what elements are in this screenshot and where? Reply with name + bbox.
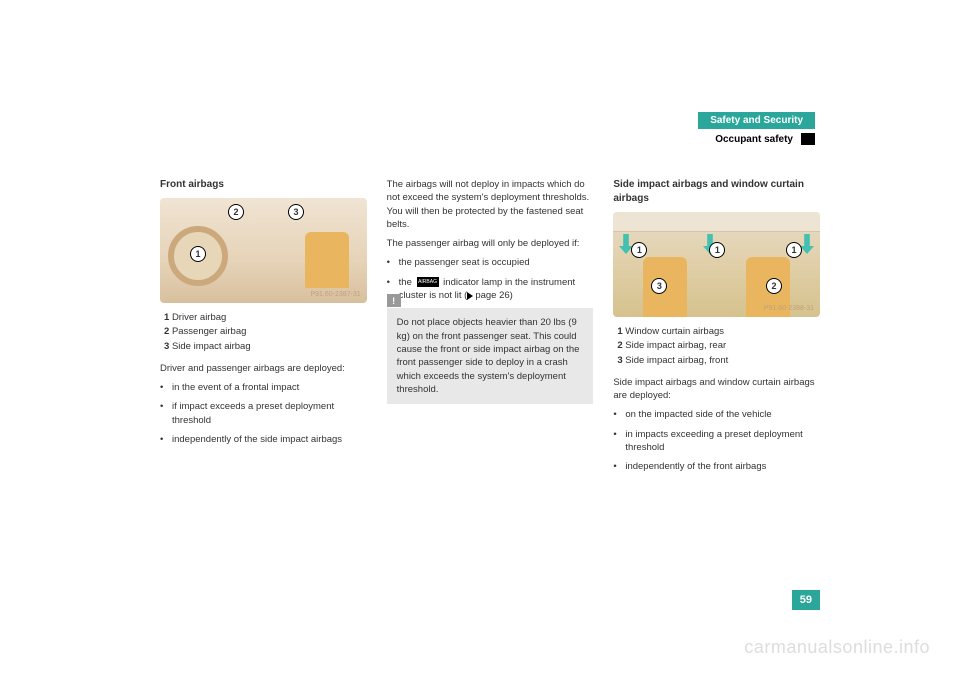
seat-shape (305, 232, 349, 288)
list-item: if impact exceeds a preset deployment th… (160, 400, 367, 427)
list-item: in the event of a frontal impact (160, 381, 367, 394)
callout-3: 3 (288, 204, 304, 220)
list-item: independently of the front airbags (613, 460, 820, 473)
airbag-off-icon: AIRBAG (417, 277, 439, 287)
legend-row: 2 Side impact airbag, rear (617, 339, 820, 353)
legend-row: 3 Side impact airbag (164, 340, 367, 354)
watermark: carmanualsonline.info (744, 637, 930, 658)
col3-list: on the impacted side of the vehicle in i… (613, 408, 820, 473)
col3-p1: Side impact airbags and window curtain a… (613, 376, 820, 403)
image-tag-2: P91.60-2388-31 (764, 304, 814, 314)
col1-legend: 1 Driver airbag 2 Passenger airbag 3 Sid… (160, 311, 367, 354)
list-item: on the impacted side of the vehicle (613, 408, 820, 421)
legend-row: 1 Driver airbag (164, 311, 367, 325)
legend-row: 3 Side impact airbag, front (617, 354, 820, 368)
curtain-arrow-icon (800, 234, 814, 254)
warning-icon: ! (387, 294, 401, 307)
column-3: Side impact airbags and window curtain a… (613, 178, 820, 480)
col2-list: the passenger seat is occupied the AIRBA… (387, 256, 594, 302)
col3-legend: 1 Window curtain airbags 2 Side impact a… (613, 325, 820, 368)
content-columns: Front airbags 1 2 3 P91.60-2387-31 1 Dri… (160, 178, 820, 480)
column-2: The airbags will not deploy in impacts w… (387, 178, 594, 480)
col1-title: Front airbags (160, 178, 367, 192)
roof-shape (613, 212, 820, 232)
column-1: Front airbags 1 2 3 P91.60-2387-31 1 Dri… (160, 178, 367, 480)
note-text: Do not place objects heavier than 20 lbs… (397, 317, 580, 394)
legend-row: 1 Window curtain airbags (617, 325, 820, 339)
section-marker (801, 133, 815, 145)
col2-p1: The airbags will not deploy in impacts w… (387, 178, 594, 231)
warning-note: ! Do not place objects heavier than 20 l… (387, 308, 594, 404)
side-airbags-illustration: 1 1 1 3 2 P91.60-2388-31 (613, 212, 820, 317)
front-airbags-illustration: 1 2 3 P91.60-2387-31 (160, 198, 367, 303)
callout-1b: 1 (709, 242, 725, 258)
chapter-tab: Safety and Security (698, 112, 815, 129)
callout-1a: 1 (631, 242, 647, 258)
callout-1c: 1 (786, 242, 802, 258)
image-tag-1: P91.60-2387-31 (310, 290, 360, 300)
col3-title: Side impact airbags and window curtain a… (613, 178, 820, 206)
triangle-ref-icon (467, 292, 473, 300)
callout-1: 1 (190, 246, 206, 262)
list-item: the passenger seat is occupied (387, 256, 594, 269)
legend-row: 2 Passenger airbag (164, 325, 367, 339)
callout-2: 2 (228, 204, 244, 220)
callout-2: 2 (766, 278, 782, 294)
col1-list: in the event of a frontal impact if impa… (160, 381, 367, 446)
header-tabs: Safety and Security Occupant safety (698, 112, 815, 147)
list-item: in impacts exceeding a preset deploy­men… (613, 428, 820, 455)
section-tab: Occupant safety (703, 131, 815, 147)
page-number: 59 (792, 590, 820, 610)
col2-p2: The passenger airbag will only be deploy… (387, 237, 594, 250)
section-label: Occupant safety (715, 134, 793, 145)
list-item: the AIRBAG indicator lamp in the instru­… (387, 276, 594, 303)
col1-p1: Driver and passenger airbags are de­ploy… (160, 362, 367, 375)
list-item: independently of the side impact air­bag… (160, 433, 367, 446)
